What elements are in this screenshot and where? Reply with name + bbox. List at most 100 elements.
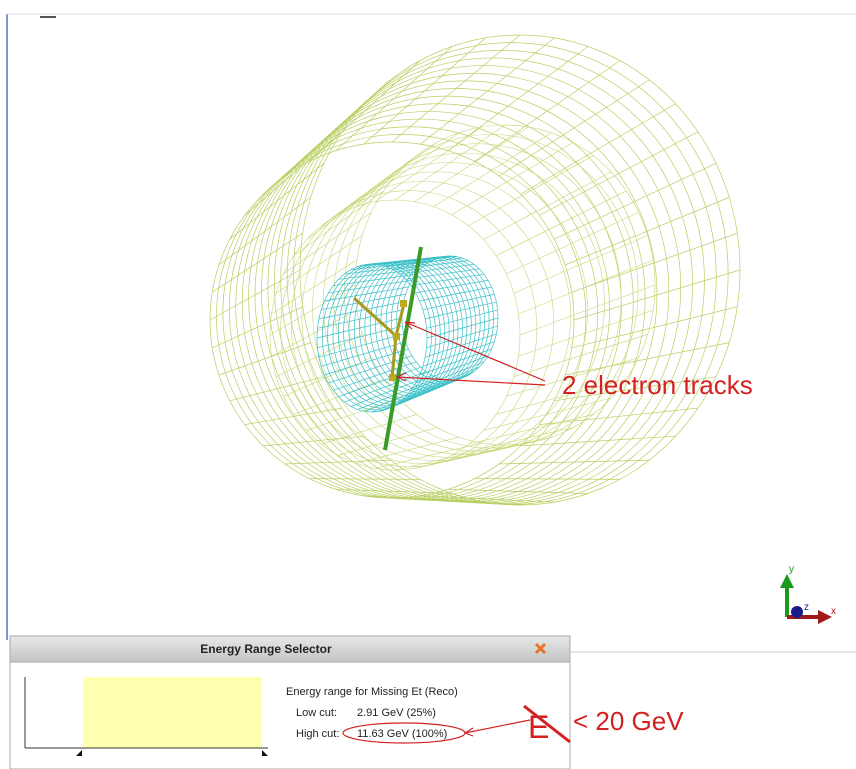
wire (318, 301, 404, 320)
vertex (389, 374, 396, 381)
wire (483, 171, 612, 240)
wire (468, 155, 594, 227)
wire (283, 357, 372, 397)
wire (328, 279, 412, 294)
dialog-titlebar[interactable] (9, 635, 571, 663)
close-button[interactable] (534, 642, 547, 655)
wire (375, 126, 482, 202)
vertex (400, 300, 407, 307)
track (383, 246, 423, 451)
wire (410, 361, 485, 391)
axis-label: y (789, 564, 794, 575)
wire (321, 341, 406, 367)
wire (393, 260, 469, 270)
wire (513, 334, 648, 378)
wire (229, 376, 325, 402)
wire (519, 284, 656, 336)
wire (309, 478, 421, 480)
wire (386, 257, 463, 267)
wire (212, 306, 303, 349)
wire (263, 435, 365, 447)
high-cut-value: 11.63 GeV (100%) (357, 728, 447, 740)
wire (391, 34, 521, 143)
wire (371, 379, 451, 413)
wire (554, 376, 717, 402)
wire (399, 371, 475, 403)
wire (357, 377, 438, 410)
handwritten-condition: < 20 GeV (573, 706, 684, 736)
wire (422, 341, 495, 367)
wire (571, 306, 738, 349)
high-cut-label: High cut: (296, 728, 339, 740)
annotation: 2 electron tracks (562, 370, 753, 400)
wire (571, 232, 738, 293)
wire (451, 142, 574, 215)
axis-label: z (804, 602, 809, 613)
wire (218, 197, 311, 266)
wire (324, 286, 409, 302)
wire (364, 379, 444, 412)
wire (244, 407, 343, 425)
wire (218, 342, 311, 376)
wire (212, 232, 303, 293)
wire (506, 212, 639, 274)
wire (244, 131, 343, 216)
wire (394, 444, 506, 471)
wire (496, 378, 627, 415)
wire (332, 361, 417, 391)
wire (573, 269, 741, 321)
wire (565, 342, 730, 376)
wire (426, 309, 498, 329)
tracks (352, 246, 423, 451)
wire (275, 235, 363, 294)
wire (306, 171, 400, 240)
wire (520, 103, 676, 195)
low-cut-label: Low cut: (296, 707, 337, 719)
wire (451, 427, 574, 456)
wire (539, 131, 699, 216)
wire (448, 488, 588, 494)
wire (468, 414, 594, 445)
range-selection[interactable] (83, 677, 262, 748)
wire (356, 132, 459, 207)
wire (371, 255, 451, 265)
wire (391, 497, 521, 506)
wire (425, 301, 497, 320)
wire (309, 60, 421, 162)
wire (275, 334, 363, 377)
wire (209, 269, 301, 321)
wire (520, 435, 676, 447)
wire (414, 126, 529, 202)
wire (328, 355, 413, 384)
wire (422, 293, 495, 311)
vertex (393, 333, 400, 340)
wire (433, 132, 552, 207)
wire (357, 257, 438, 267)
wire (448, 46, 589, 151)
wire (338, 366, 421, 398)
axis-gizmo: y z x (780, 564, 836, 624)
wire (344, 263, 427, 275)
wire (375, 442, 482, 469)
wire (335, 488, 453, 494)
dialog: Energy Range Selector Energy range for M… (9, 635, 571, 769)
wire (518, 309, 654, 357)
wire (333, 273, 417, 287)
wire (399, 263, 475, 275)
wire (338, 268, 421, 280)
wire (363, 495, 486, 503)
wire (394, 124, 506, 201)
wire (426, 325, 498, 348)
wire (284, 79, 391, 177)
wire (229, 163, 325, 240)
wire (285, 459, 391, 465)
wire (474, 478, 620, 480)
handwritten-symbol: E (528, 709, 549, 745)
wire (518, 259, 654, 315)
wire (564, 197, 730, 266)
wire (498, 79, 650, 177)
wire (513, 235, 648, 294)
wire (317, 309, 403, 329)
